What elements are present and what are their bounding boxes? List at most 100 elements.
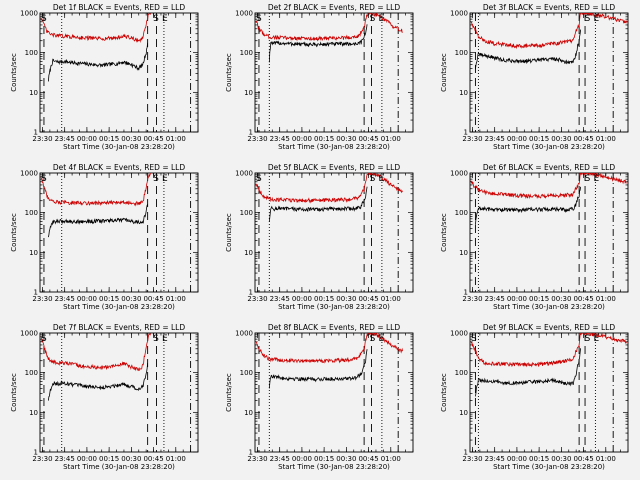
events-series-line	[475, 29, 581, 70]
y-tick-label: 1000	[20, 10, 38, 18]
plot-area	[39, 12, 199, 133]
x-tick-label: 23:30	[247, 295, 267, 303]
x-tick-label: 01:00	[596, 455, 616, 463]
x-tick-label: 23:30	[247, 455, 267, 463]
x-tick-label: 00:45	[573, 295, 593, 303]
detector-panel-3: Det 3f BLACK = Events, RED = LLD 1 10 100 10…	[440, 3, 629, 151]
start-marker-label: S	[41, 14, 47, 24]
y-tick-label: 10	[29, 89, 38, 97]
x-axis-label: Start Time (30-Jan-08 23:28:20)	[63, 143, 175, 151]
events-series-line	[268, 349, 368, 389]
x-tick-label: 23:45	[485, 455, 505, 463]
start-marker-label: S	[256, 174, 262, 184]
y-tick-label: 10	[459, 249, 468, 257]
x-tick-label: 01:00	[166, 295, 186, 303]
y-tick-label: 10	[244, 89, 253, 97]
panel-title: Det 6f BLACK = Events, RED = LLD	[483, 163, 616, 172]
y-tick-label: 10	[29, 409, 38, 417]
x-axis-label: Start Time (30-Jan-08 23:28:20)	[493, 463, 605, 471]
detector-panel-1: Det 1f BLACK = Events, RED = LLD 1 10 100 10…	[10, 3, 199, 151]
x-tick-label: 23:45	[270, 455, 290, 463]
x-tick-label: 23:45	[55, 455, 75, 463]
x-tick-label: 23:45	[485, 295, 505, 303]
y-tick-label: 1	[464, 449, 468, 457]
x-tick-label: 23:30	[247, 135, 267, 143]
panel-title: Det 3f BLACK = Events, RED = LLD	[483, 3, 616, 12]
x-tick-label: 01:00	[596, 135, 616, 143]
x-tick-label: 00:00	[507, 455, 527, 463]
y-tick-label: 1	[249, 449, 253, 457]
x-tick-label: 01:00	[381, 135, 401, 143]
lld-series-line	[255, 13, 403, 42]
x-tick-label: 23:45	[55, 135, 75, 143]
x-axis-label: Start Time (30-Jan-08 23:28:20)	[63, 463, 175, 471]
events-series-line	[268, 186, 368, 222]
start-marker-label: S	[256, 14, 262, 24]
x-tick-label: 23:30	[462, 455, 482, 463]
events-series-line	[475, 186, 581, 225]
panel-title: Det 7f BLACK = Events, RED = LLD	[53, 323, 186, 332]
events-series-line	[47, 42, 149, 82]
x-tick-label: 23:30	[32, 295, 52, 303]
y-axis-label: Counts/sec	[10, 213, 18, 252]
y-tick-label: 1	[464, 129, 468, 137]
y-tick-label: 1000	[235, 330, 253, 338]
panel-title: Det 4f BLACK = Events, RED = LLD	[53, 163, 186, 172]
lld-series-line	[255, 333, 404, 364]
plot-area	[39, 172, 199, 293]
x-tick-label: 23:45	[270, 135, 290, 143]
y-tick-label: 100	[455, 369, 468, 377]
y-tick-label: 1000	[20, 330, 38, 338]
start-marker-label: S	[370, 334, 376, 344]
x-tick-label: 00:30	[551, 135, 571, 143]
plot-area	[254, 12, 414, 133]
start-marker-label: S	[153, 174, 159, 184]
lld-series-line	[470, 333, 627, 368]
start-marker-label: S	[370, 174, 376, 184]
x-axis-label: Start Time (30-Jan-08 23:28:20)	[63, 303, 175, 311]
x-tick-label: 00:45	[358, 455, 378, 463]
end-marker-label: E	[378, 14, 384, 24]
start-marker-label: S	[153, 14, 159, 24]
events-series-line	[47, 362, 149, 401]
x-tick-label: 00:00	[507, 135, 527, 143]
y-axis-label: Counts/sec	[10, 373, 18, 412]
x-tick-label: 00:00	[292, 135, 312, 143]
x-tick-label: 00:15	[529, 455, 549, 463]
x-tick-label: 00:45	[143, 295, 163, 303]
x-tick-label: 01:00	[381, 295, 401, 303]
y-tick-label: 10	[459, 89, 468, 97]
panel-title: Det 5f BLACK = Events, RED = LLD	[268, 163, 401, 172]
x-tick-label: 00:00	[77, 135, 97, 143]
x-tick-label: 23:45	[270, 295, 290, 303]
events-series-line	[268, 24, 368, 63]
end-marker-label: E	[593, 334, 599, 344]
y-tick-label: 10	[459, 409, 468, 417]
plot-area	[469, 332, 629, 453]
x-axis-label: Start Time (30-Jan-08 23:28:20)	[493, 303, 605, 311]
x-tick-label: 00:15	[529, 135, 549, 143]
detector-panel-4: Det 4f BLACK = Events, RED = LLD 1 10 100 10…	[10, 163, 199, 311]
x-tick-label: 23:30	[462, 135, 482, 143]
panel-title: Det 1f BLACK = Events, RED = LLD	[53, 3, 186, 12]
y-tick-label: 100	[455, 49, 468, 57]
x-tick-label: 01:00	[596, 295, 616, 303]
y-axis-label: Counts/sec	[440, 373, 448, 412]
x-tick-label: 23:45	[485, 135, 505, 143]
x-tick-label: 00:15	[99, 295, 119, 303]
x-tick-label: 00:45	[143, 455, 163, 463]
x-tick-label: 23:30	[462, 295, 482, 303]
detector-panel-7: Det 7f BLACK = Events, RED = LLD 1 10 100 10…	[10, 323, 199, 471]
y-tick-label: 1000	[450, 170, 468, 178]
lld-series-line	[255, 173, 403, 204]
detector-panel-9: Det 9f BLACK = Events, RED = LLD 1 10 100 10…	[440, 323, 629, 471]
x-tick-label: 00:30	[121, 295, 141, 303]
y-tick-label: 1	[34, 289, 38, 297]
start-marker-label: S	[585, 14, 591, 24]
y-tick-label: 1	[34, 449, 38, 457]
x-tick-label: 00:00	[77, 455, 97, 463]
plot-area	[469, 172, 629, 293]
y-tick-label: 1000	[235, 170, 253, 178]
x-tick-label: 00:45	[358, 295, 378, 303]
y-tick-label: 100	[240, 49, 253, 57]
